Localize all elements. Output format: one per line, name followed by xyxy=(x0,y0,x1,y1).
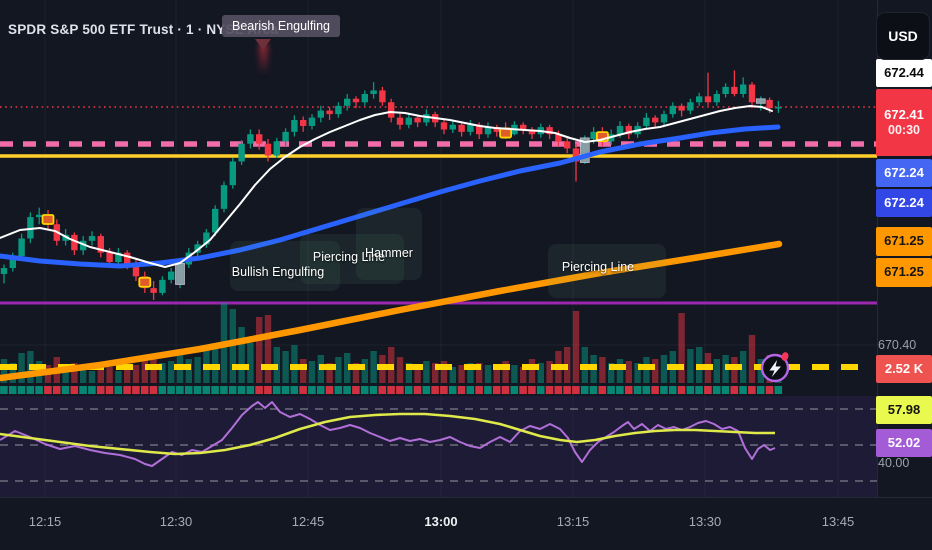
price-scale-label: 672.24 xyxy=(876,159,932,187)
price-scale-label: 672.24 xyxy=(876,189,932,217)
symbol-title: SPDR S&P 500 ETF Trust · 1 · NYSE Arca xyxy=(8,22,279,37)
pattern-label-piercing-line: Piercing Line xyxy=(312,250,386,264)
time-tick-1345: 13:45 xyxy=(821,514,855,529)
time-tick-1230: 12:30 xyxy=(159,514,193,529)
ghost-tooltip-box xyxy=(548,244,666,298)
orange-trendline xyxy=(0,240,783,382)
price-scale-label: 672.44 xyxy=(876,59,932,87)
price-scale-label: 57.98 xyxy=(876,396,932,424)
price-axis-tick: 670.40 xyxy=(878,338,917,352)
price-label-value: 2.52 K xyxy=(884,360,924,376)
price-scale-label: 672.41 00:30 xyxy=(876,89,932,156)
time-tick-1215: 12:15 xyxy=(28,514,62,529)
time-axis[interactable] xyxy=(0,497,932,550)
lightning-bolt-icon xyxy=(769,360,781,377)
price-label-value: 671.25 xyxy=(884,264,924,280)
rsi-yellow-line xyxy=(0,412,775,456)
tooltip-glow xyxy=(259,44,268,74)
pattern-label-hammer: Hammer xyxy=(365,246,413,260)
price-scale-label: 671.25 xyxy=(876,227,932,256)
pattern-label-piercing-line: Piercing Line xyxy=(561,260,635,274)
pattern-tooltip-bearish-engulfing: Bearish Engulfing xyxy=(222,15,340,37)
currency-button[interactable]: USD xyxy=(876,12,930,60)
blue-ma-line xyxy=(0,124,781,269)
time-tick-1300: 13:00 xyxy=(424,514,458,529)
ghost-tooltip-box xyxy=(230,241,340,291)
tooltip-pointer xyxy=(255,39,271,50)
ghost-tooltip-box xyxy=(300,234,404,284)
rsi-level-lines xyxy=(0,408,877,482)
price-label-value: 52.02 xyxy=(887,434,921,450)
bar-countdown: 00:30 xyxy=(888,122,920,137)
price-label-value: 57.98 xyxy=(887,401,921,417)
time-tick-1245: 12:45 xyxy=(291,514,325,529)
notification-dot xyxy=(781,352,789,361)
price-label-value: 672.24 xyxy=(884,164,924,180)
candle-color-strip xyxy=(0,386,783,394)
candles-series xyxy=(0,70,782,300)
time-tick-1330: 13:30 xyxy=(688,514,722,529)
pattern-label-bullish-engulfing: Bullish Engulfing xyxy=(231,265,325,279)
price-scale-label: 2.52 K xyxy=(876,355,932,383)
quick-trade-button[interactable] xyxy=(760,351,792,385)
ghost-tooltip-box xyxy=(356,208,422,280)
price-label-value: 672.44 xyxy=(884,64,924,80)
price-scale-label: 671.25 xyxy=(876,258,932,287)
price-label-value: 671.25 xyxy=(884,233,924,249)
price-label-value: 672.24 xyxy=(884,194,924,210)
price-axis-tick: 40.00 xyxy=(878,456,910,470)
price-scale-label: 52.02 xyxy=(876,429,932,457)
price-label-value: 672.41 xyxy=(884,106,924,122)
gridlines xyxy=(0,0,877,497)
time-tick-1315: 13:15 xyxy=(556,514,590,529)
white-ma-line xyxy=(0,105,773,268)
